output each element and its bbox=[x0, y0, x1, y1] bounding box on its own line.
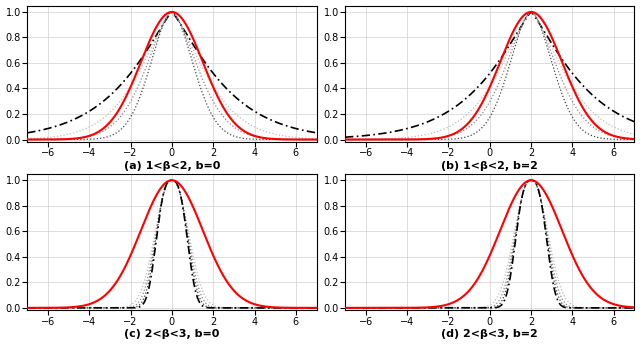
X-axis label: (b) 1<β<2, b=2: (b) 1<β<2, b=2 bbox=[442, 161, 538, 171]
X-axis label: (a) 1<β<2, b=0: (a) 1<β<2, b=0 bbox=[124, 161, 220, 171]
X-axis label: (c) 2<β<3, b=0: (c) 2<β<3, b=0 bbox=[124, 329, 220, 339]
X-axis label: (d) 2<β<3, b=2: (d) 2<β<3, b=2 bbox=[442, 329, 538, 339]
